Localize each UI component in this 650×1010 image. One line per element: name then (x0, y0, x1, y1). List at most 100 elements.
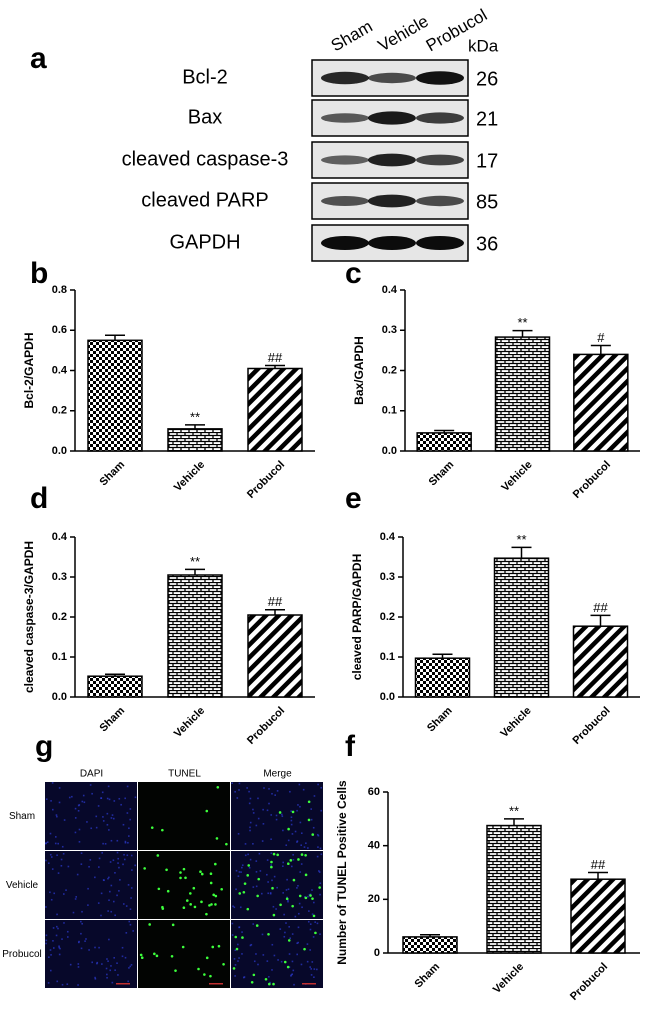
nucleus (50, 856, 53, 858)
y-tick-label: 0.3 (380, 571, 395, 583)
panel-label: f (345, 730, 356, 763)
nucleus (87, 904, 89, 906)
bar (247, 367, 303, 452)
nucleus (290, 823, 293, 826)
nucleus (50, 898, 53, 901)
positive-cell (189, 892, 192, 895)
nucleus (283, 935, 286, 938)
nucleus (240, 871, 242, 873)
nucleus (52, 940, 54, 942)
nucleus (100, 914, 102, 917)
nucleus (248, 790, 250, 793)
nucleus (249, 821, 252, 824)
nucleus (285, 889, 288, 891)
nucleus (134, 864, 137, 867)
nucleus (45, 798, 48, 800)
column-label: Merge (263, 769, 292, 780)
nucleus (285, 922, 287, 924)
nucleus (117, 974, 119, 976)
positive-cell (222, 963, 225, 966)
y-tick-label: 0.0 (52, 691, 67, 703)
nucleus (296, 809, 298, 812)
nucleus (119, 879, 121, 881)
nucleus (233, 958, 236, 960)
nucleus (276, 790, 279, 792)
nucleus (255, 860, 258, 862)
nucleus (97, 805, 100, 807)
nucleus (105, 967, 108, 970)
nucleus (108, 829, 110, 831)
y-axis-label: cleaved PARP/GAPDH (350, 554, 364, 681)
nucleus (289, 790, 291, 793)
band (416, 195, 464, 207)
protein-label: cleaved caspase-3 (122, 148, 289, 170)
positive-cell (257, 877, 261, 881)
nucleus (297, 884, 299, 887)
nucleus (237, 960, 239, 962)
nucleus (81, 800, 84, 803)
band (416, 154, 464, 166)
nucleus (77, 966, 80, 968)
x-tick-label: Vehicle (498, 705, 533, 740)
nucleus (45, 906, 47, 908)
nucleus (67, 936, 69, 938)
positive-cell (184, 876, 187, 880)
nucleus (263, 787, 265, 789)
nucleus (231, 934, 234, 936)
nucleus (317, 783, 319, 786)
nucleus (80, 947, 83, 950)
positive-cell (243, 882, 247, 885)
positive-cell (214, 903, 217, 906)
positive-cell (264, 977, 268, 981)
y-tick-label: 0.0 (52, 445, 67, 457)
scale-bar (302, 983, 316, 985)
nucleus (129, 808, 132, 810)
positive-cell (205, 956, 209, 960)
significance-label: ** (509, 803, 519, 818)
nucleus (101, 852, 103, 854)
nucleus (102, 816, 104, 818)
nucleus (58, 801, 61, 804)
nucleus (297, 912, 300, 915)
protein-label: cleaved PARP (141, 189, 268, 211)
nucleus (60, 858, 63, 861)
y-tick-label: 0.2 (52, 405, 67, 417)
nucleus (234, 975, 236, 977)
error-bar (265, 364, 285, 369)
nucleus (279, 928, 282, 930)
nucleus (66, 983, 69, 986)
nucleus (106, 958, 108, 960)
nucleus (239, 906, 242, 909)
positive-cell (270, 860, 273, 864)
nucleus (249, 826, 251, 829)
nucleus (81, 922, 83, 925)
positive-cell (278, 811, 282, 814)
error-bar (590, 614, 611, 627)
positive-cell (203, 973, 206, 976)
y-tick-label: 0 (374, 947, 380, 959)
nucleus (96, 961, 99, 964)
positive-cell (179, 871, 182, 874)
nucleus (98, 946, 100, 949)
nucleus (59, 947, 61, 950)
positive-cell (205, 809, 209, 813)
nucleus (286, 878, 288, 881)
nucleus (238, 957, 240, 959)
nucleus (310, 808, 312, 810)
nucleus (292, 854, 294, 856)
nucleus (82, 794, 85, 797)
nucleus (124, 797, 126, 800)
micrograph (231, 920, 323, 988)
error-bar (512, 329, 533, 338)
y-tick-label: 0.3 (382, 324, 397, 336)
nucleus (72, 911, 75, 914)
nucleus (319, 847, 322, 850)
nucleus (78, 828, 81, 831)
row-label: Probucol (2, 949, 41, 960)
column-label: TUNEL (168, 769, 201, 780)
nucleus (253, 960, 256, 963)
nucleus (310, 968, 313, 970)
positive-cell (209, 872, 213, 876)
nucleus (97, 902, 100, 904)
nucleus (288, 953, 291, 955)
